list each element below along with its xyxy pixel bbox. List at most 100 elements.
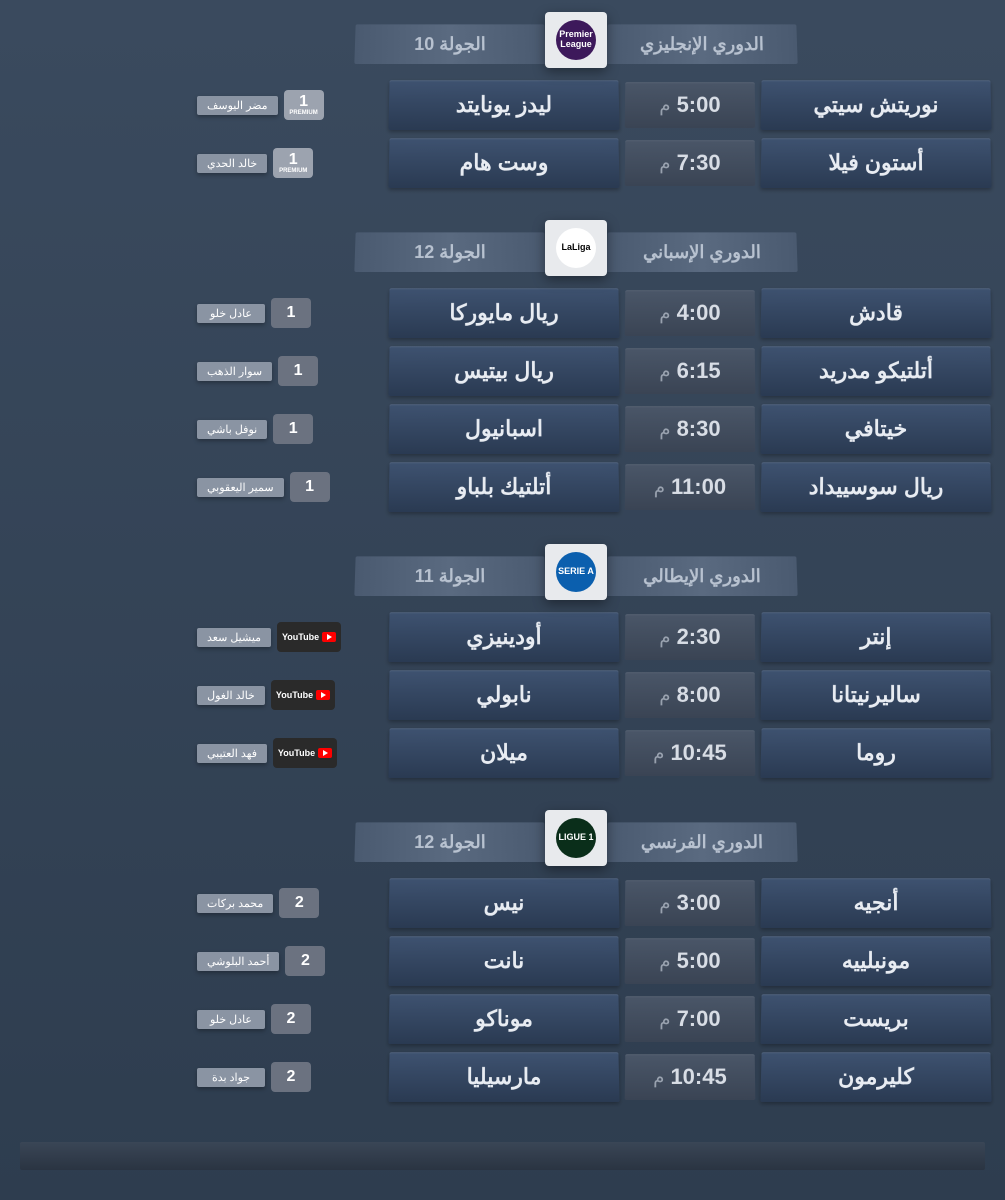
- youtube-icon: [322, 632, 336, 642]
- match-row: أستون فيلا7:30موست هام1PREMIUMخالد الحدي: [0, 138, 1005, 188]
- home-team: خيتافي: [760, 404, 991, 454]
- match-row: أنجيه 3:00 م نيس2محمد بركات: [0, 878, 1005, 928]
- youtube-icon: [318, 748, 332, 758]
- league-header: الدوري الإيطاليSERIE Aالجولة 11: [0, 552, 1005, 600]
- match-time: 4:00 م: [625, 290, 756, 336]
- channel-badge-youtube: YouTube: [271, 680, 335, 710]
- time-value: 2:30: [677, 624, 721, 650]
- round-label: الجولة 11: [354, 556, 545, 596]
- away-team: ليدز يونايتد: [388, 80, 619, 130]
- away-team: أتلتيك بلباو: [388, 462, 619, 512]
- match-row: بريست 7:00 م موناكو 2 عادل خلو: [0, 994, 1005, 1044]
- round-label: الجولة 10: [354, 24, 545, 64]
- broadcast-meta: YouTubeميشيل سعد: [189, 622, 389, 652]
- league-logo: SERIE A: [545, 544, 607, 600]
- home-team: بريست: [760, 994, 991, 1044]
- channel-badge: 1: [271, 298, 311, 328]
- home-team: كليرمون: [760, 1052, 991, 1102]
- away-team: أودينيزي: [388, 612, 619, 662]
- broadcast-meta: 1 سوار الذهب: [189, 356, 389, 386]
- time-ampm: م: [659, 153, 670, 174]
- channel-badge: 1: [273, 414, 313, 444]
- commentator-name: خالد الحدي: [197, 154, 267, 173]
- commentator-name: عادل خلو: [197, 1010, 265, 1029]
- time-value: 10:45: [670, 740, 726, 766]
- match-row: ساليرنيتانا8:00منابوليYouTubeخالد الغول: [0, 670, 1005, 720]
- match-time: 8:30م: [625, 406, 756, 452]
- time-value: 7:30: [677, 150, 721, 176]
- time-ampm: م: [659, 1009, 670, 1030]
- channel-badge: 1: [278, 356, 318, 386]
- match-row: قادش4:00مريال مايوركا1عادل خلو: [0, 288, 1005, 338]
- match-time: 5:00م: [625, 938, 756, 984]
- commentator-name: نوفل باشي: [197, 420, 267, 439]
- time-ampm: م: [659, 893, 670, 914]
- broadcast-meta: 2جواد بدة: [189, 1062, 389, 1092]
- match-time: 11:00 م: [625, 464, 756, 510]
- time-value: 11:00: [671, 474, 726, 500]
- broadcast-meta: 1 سمير اليعقوبي: [189, 472, 389, 502]
- home-team: إنتر: [760, 612, 991, 662]
- broadcast-meta: 1 عادل خلو: [189, 298, 389, 328]
- schedule-root: الدوري الإنجليزيPremier Leagueالجولة 10 ن…: [0, 20, 1005, 1102]
- match-time: 5:00م: [625, 82, 756, 128]
- commentator-name: جواد بدة: [197, 1068, 265, 1087]
- time-ampm: م: [654, 477, 665, 498]
- commentator-name: خالد الغول: [197, 686, 265, 705]
- commentator-name: سمير اليعقوبي: [197, 478, 284, 497]
- commentator-name: سوار الذهب: [197, 362, 272, 381]
- channel-badge: 2: [285, 946, 325, 976]
- channel-badge-youtube: YouTube: [273, 738, 337, 768]
- broadcast-meta: 1PREMIUMخالد الحدي: [189, 148, 389, 178]
- commentator-name: عادل خلو: [197, 304, 265, 323]
- time-ampm: م: [659, 361, 670, 382]
- time-value: 4:00: [677, 300, 721, 326]
- channel-badge: 2: [271, 1004, 311, 1034]
- time-ampm: م: [653, 743, 664, 764]
- match-time: 7:00 م: [625, 996, 756, 1042]
- league-block: الدوري الإيطاليSERIE Aالجولة 11 إنتر 2:30 م…: [0, 552, 1005, 778]
- home-team: أنجيه: [760, 878, 991, 928]
- time-ampm: م: [653, 1067, 664, 1088]
- match-row: خيتافي8:30ماسبانيول 1 نوفل باشي: [0, 404, 1005, 454]
- away-team: وست هام: [388, 138, 619, 188]
- home-team: روما: [760, 728, 991, 778]
- match-row: أتلتيكو مدريد6:15مريال بيتيس 1 سوار الذهب: [0, 346, 1005, 396]
- league-header: الدوري الفرنسيLIGUE 1الجولة 12: [0, 818, 1005, 866]
- home-team: أتلتيكو مدريد: [760, 346, 991, 396]
- away-team: مارسيليا: [388, 1052, 619, 1102]
- league-header: الدوري الإنجليزيPremier Leagueالجولة 10: [0, 20, 1005, 68]
- league-name: الدوري الإنجليزي: [606, 24, 797, 64]
- commentator-name: أحمد البلوشي: [197, 952, 279, 971]
- broadcast-meta: 2 أحمد البلوشي: [189, 946, 389, 976]
- broadcast-meta: 1PREMIUMمضر اليوسف: [189, 90, 389, 120]
- away-team: اسبانيول: [388, 404, 619, 454]
- match-row: كليرمون10:45ممارسيليا2جواد بدة: [0, 1052, 1005, 1102]
- broadcast-meta: 2محمد بركات: [189, 888, 389, 918]
- home-team: ريال سوسييداد: [760, 462, 991, 512]
- time-ampm: م: [659, 303, 670, 324]
- broadcast-meta: 2 عادل خلو: [189, 1004, 389, 1034]
- time-ampm: م: [659, 685, 670, 706]
- away-team: نانت: [388, 936, 619, 986]
- away-team: موناكو: [388, 994, 619, 1044]
- match-time: 3:00 م: [625, 880, 756, 926]
- time-value: 3:00: [677, 890, 721, 916]
- league-logo: Premier League: [545, 12, 607, 68]
- commentator-name: مضر اليوسف: [197, 96, 278, 115]
- match-time: 7:30 م: [625, 140, 756, 186]
- match-time: 10:45م: [625, 1054, 756, 1100]
- time-value: 7:00: [677, 1006, 721, 1032]
- time-ampm: م: [659, 951, 670, 972]
- broadcast-meta: YouTubeفهد العتيبي: [189, 738, 389, 768]
- footer-bar: [20, 1142, 985, 1170]
- home-team: نوريتش سيتي: [760, 80, 991, 130]
- match-time: 6:15م: [625, 348, 756, 394]
- broadcast-meta: YouTube خالد الغول: [189, 680, 389, 710]
- match-row: إنتر2:30مأودينيزيYouTubeميشيل سعد: [0, 612, 1005, 662]
- away-team: ريال مايوركا: [388, 288, 619, 338]
- away-team: نيس: [388, 878, 619, 928]
- channel-badge: 1: [290, 472, 330, 502]
- away-team: ريال بيتيس: [388, 346, 619, 396]
- league-name: الدوري الإسباني: [606, 232, 797, 272]
